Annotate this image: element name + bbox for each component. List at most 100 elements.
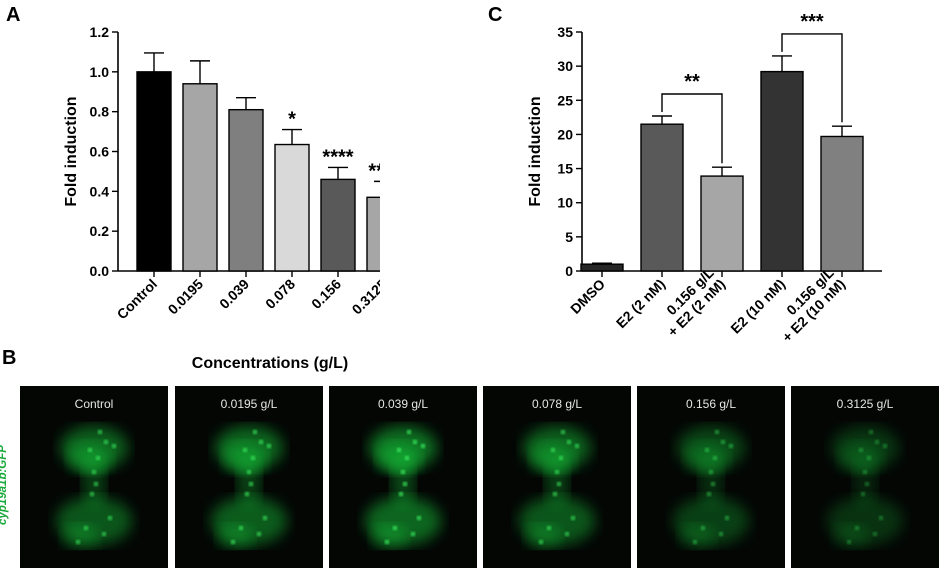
x-tick-label-line: E2 (10 nM) (727, 276, 788, 337)
bright-spot (416, 515, 422, 521)
bright-spot (700, 525, 706, 531)
y-tick-label: 25 (557, 92, 573, 108)
bright-spot (846, 539, 852, 545)
fluorescence-image: 0.156 g/L (637, 386, 785, 568)
fluorescence-image: Control (20, 386, 168, 568)
bright-spot (97, 429, 103, 435)
bright-spot (564, 531, 570, 537)
x-tick-label: 0.039 (216, 276, 252, 312)
bright-spot (95, 455, 101, 461)
bright-spot (256, 531, 262, 537)
fish-fluorescence (519, 426, 595, 548)
images-ylabel: cyp19a1b:GFP (0, 445, 9, 525)
bright-spot (566, 439, 572, 445)
bright-spot (864, 481, 870, 487)
bright-spot (262, 515, 268, 521)
bright-spot (574, 443, 580, 449)
bright-spot (558, 455, 564, 461)
bar (182, 83, 218, 272)
bright-spot (710, 481, 716, 487)
bright-spot (872, 531, 878, 537)
x-tick-label: 0.3125 (349, 276, 380, 318)
comparison-label: *** (800, 11, 824, 33)
bright-spot (538, 539, 544, 545)
glow-region (525, 524, 561, 548)
y-tick-label: 35 (557, 24, 573, 40)
bright-spot (868, 429, 874, 435)
x-tick-label: 0.156 g/L+ E2 (2 nM) (653, 264, 728, 339)
y-tick-label: 30 (557, 58, 573, 74)
x-tick-label-line: DMSO (567, 276, 608, 317)
y-axis-label: Fold induction (527, 96, 544, 206)
x-tick-label-line: E2 (2 nM) (613, 276, 668, 331)
bright-spot (404, 455, 410, 461)
y-tick-label: 0.4 (90, 183, 110, 199)
bright-spot (724, 515, 730, 521)
bright-spot (103, 439, 109, 445)
bright-spot (83, 525, 89, 531)
image-label: 0.3125 g/L (836, 397, 894, 411)
bright-spot (874, 439, 880, 445)
y-tick-label: 10 (557, 195, 573, 211)
comparison-bracket (661, 93, 723, 164)
bright-spot (396, 447, 402, 453)
image-label: 0.156 g/L (685, 397, 737, 411)
bright-spot (406, 429, 412, 435)
bar (274, 143, 310, 272)
glow-region (391, 455, 415, 507)
bright-spot (107, 515, 113, 521)
y-axis-label: Fold induction (63, 96, 80, 206)
x-tick-label: E2 (10 nM) (727, 276, 788, 337)
glow-region (699, 455, 723, 507)
bright-spot (706, 491, 712, 497)
x-tick-label: Control (114, 276, 161, 323)
bright-spot (101, 531, 107, 537)
bright-spot (111, 443, 117, 449)
svg-text:cyp19a1b:GFP: cyp19a1b:GFP (0, 445, 9, 525)
significance-label: **** (368, 160, 380, 182)
bright-spot (866, 455, 872, 461)
image-label: 0.078 g/L (531, 397, 583, 411)
bar (820, 135, 864, 272)
bright-spot (854, 525, 860, 531)
image-strip: Control 0.0195 g/L 0.039 g/L 0.078 g/L 0.156… (20, 386, 939, 568)
bright-spot (708, 469, 714, 475)
bright-spot (91, 469, 97, 475)
bright-spot (402, 481, 408, 487)
bright-spot (862, 469, 868, 475)
bright-spot (75, 539, 81, 545)
fluorescence-image: 0.078 g/L (483, 386, 631, 568)
y-tick-label: 0 (565, 263, 573, 279)
bar (760, 70, 804, 272)
fish-fluorescence (365, 426, 441, 548)
bar (580, 263, 624, 272)
bright-spot (858, 447, 864, 453)
y-tick-label: 5 (565, 229, 573, 245)
bright-spot (714, 429, 720, 435)
bright-spot (266, 443, 272, 449)
comparison-label: ** (684, 71, 700, 93)
bright-spot (87, 447, 93, 453)
glow-region (62, 524, 98, 548)
chart-c: 0 5 10 15 20 25 30 35 Fold induction DMSO E2 (2 nM… (527, 11, 882, 345)
image-label: Control (74, 397, 114, 411)
bright-spot (560, 429, 566, 435)
bright-spot (410, 531, 416, 537)
x-tick-label-line: 0.039 (216, 276, 252, 312)
bright-spot (238, 525, 244, 531)
bright-spot (230, 539, 236, 545)
bright-spot (412, 439, 418, 445)
glow-region (679, 524, 715, 548)
bright-spot (398, 491, 404, 497)
bright-spot (878, 515, 884, 521)
bright-spot (93, 481, 99, 487)
fish-fluorescence (673, 426, 749, 548)
bright-spot (570, 515, 576, 521)
x-tick-label: 0.156 (308, 276, 344, 312)
glow-region (217, 524, 253, 548)
bright-spot (728, 443, 734, 449)
bar (320, 178, 356, 272)
bar (700, 175, 744, 272)
glow-region (853, 455, 877, 507)
glow-region (833, 524, 869, 548)
